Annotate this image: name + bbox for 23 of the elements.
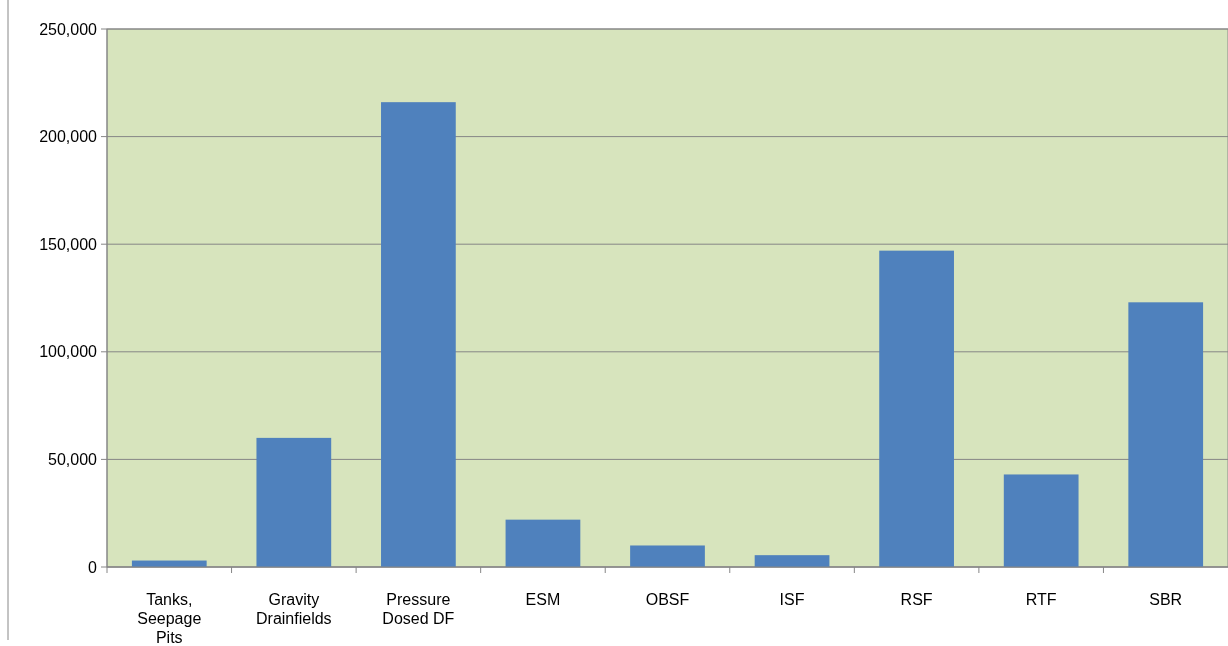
x-tick-label: RSF bbox=[900, 591, 933, 608]
y-tick-label: 200,000 bbox=[39, 128, 98, 146]
bar bbox=[381, 102, 456, 567]
x-tick-label: ESM bbox=[525, 591, 561, 608]
y-tick-label: 150,000 bbox=[39, 235, 98, 253]
y-tick-label: 100,000 bbox=[39, 343, 98, 361]
bar bbox=[879, 250, 954, 567]
x-tick-label: Gravity Drainfields bbox=[256, 591, 332, 628]
bar bbox=[630, 545, 705, 567]
bar bbox=[754, 555, 830, 567]
x-tick-label: ISF bbox=[779, 591, 805, 608]
x-tick-label: SBR bbox=[1149, 591, 1183, 608]
x-tick-label: RTF bbox=[1025, 591, 1057, 608]
y-tick-label: 0 bbox=[88, 558, 98, 576]
x-tick-label: Tanks, Seepage Pits bbox=[137, 591, 202, 646]
bar bbox=[505, 519, 581, 567]
x-tick-label: Pressure Dosed DF bbox=[382, 591, 455, 628]
bar bbox=[256, 437, 332, 567]
y-tick-label: 250,000 bbox=[39, 20, 98, 38]
bar bbox=[1003, 474, 1079, 567]
x-tick-label: OBSF bbox=[645, 591, 690, 608]
y-tick-label: 50,000 bbox=[48, 451, 98, 468]
bar bbox=[1128, 302, 1204, 567]
